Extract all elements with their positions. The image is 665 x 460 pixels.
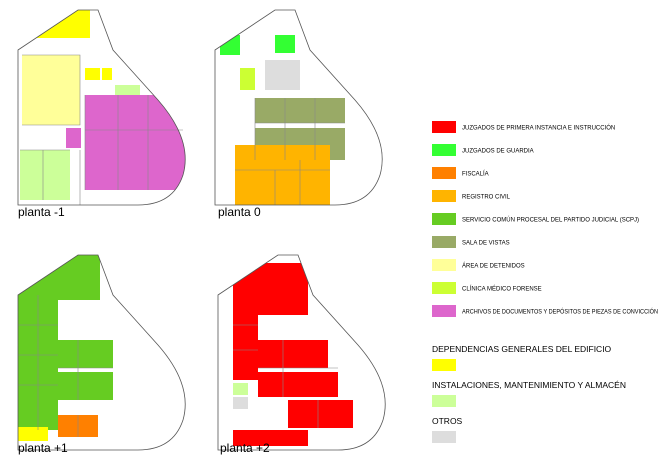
legend-label: ÁREA DE DETENIDOS: [462, 263, 525, 270]
legend-label: CLÍNICA MÉDICO FORENSE: [462, 286, 542, 293]
floor-plan: [17, 9, 186, 206]
group-label: OTROS: [432, 416, 463, 426]
legend-swatch: [432, 395, 456, 407]
floor-plan: [217, 254, 386, 451]
legend-swatch: [432, 282, 456, 294]
legend-swatch: [432, 431, 456, 443]
plan-label: planta +1: [18, 441, 68, 455]
floor-plan: [214, 9, 383, 206]
plan-label: planta -1: [18, 205, 65, 219]
legend-label: SERVICIO COMÚN PROCESAL DEL PARTIDO JUDI…: [462, 217, 639, 224]
legend-swatch: [432, 167, 456, 179]
plan-label: planta 0: [218, 205, 261, 219]
legend-swatch: [432, 213, 456, 225]
legend-label: JUZGADOS DE GUARDIA: [462, 149, 534, 155]
legend: JUZGADOS DE PRIMERA INSTANCIA E INSTRUCC…: [432, 121, 658, 443]
legend-swatch: [432, 121, 456, 133]
legend-swatch: [432, 236, 456, 248]
floor-plan: [17, 254, 186, 451]
legend-label: FISCALÍA: [462, 171, 489, 178]
plan-label: planta +2: [220, 441, 270, 455]
legend-label: REGISTRO CIVIL: [462, 195, 511, 201]
legend-swatch: [432, 305, 456, 317]
legend-swatch: [432, 144, 456, 156]
legend-swatch: [432, 259, 456, 271]
legend-label: JUZGADOS DE PRIMERA INSTANCIA E INSTRUCC…: [462, 125, 615, 132]
group-label: DEPENDENCIAS GENERALES DEL EDIFICIO: [432, 344, 612, 354]
legend-swatch: [432, 190, 456, 202]
legend-label: SALA DE VISTAS: [462, 241, 510, 247]
group-label: INSTALACIONES, MANTENIMIENTO Y ALMACÉN: [432, 380, 626, 390]
legend-swatch: [432, 359, 456, 371]
legend-label: ARCHIVOS DE DOCUMENTOS Y DEPÓSITOS DE PI…: [462, 309, 658, 316]
